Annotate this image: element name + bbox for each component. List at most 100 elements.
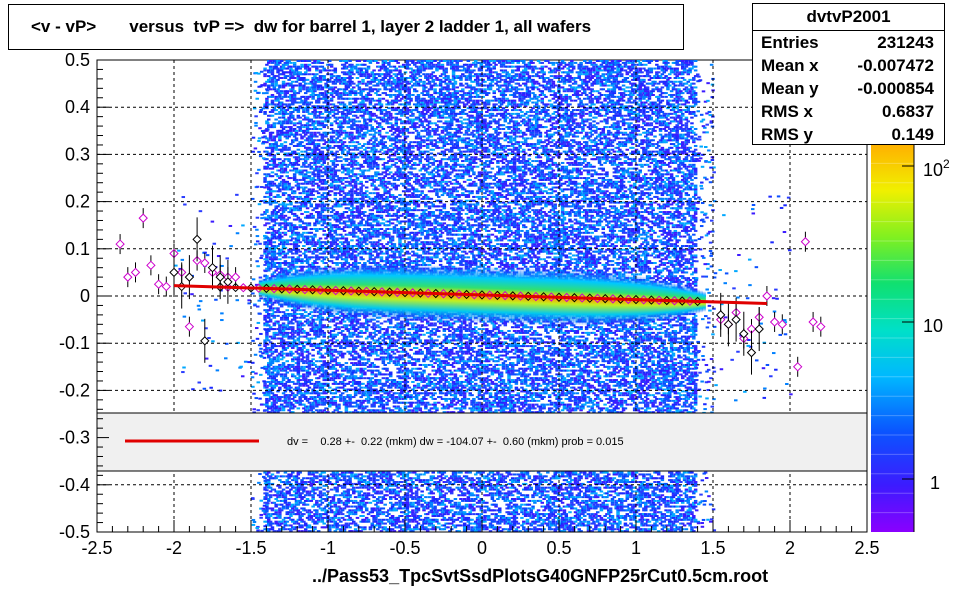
density-cell	[321, 186, 325, 188]
density-cell	[330, 124, 334, 126]
density-cell	[321, 117, 325, 119]
density-cell	[335, 243, 339, 245]
density-cell	[317, 381, 321, 383]
density-cell	[298, 379, 302, 381]
density-cell	[321, 203, 325, 205]
density-cell	[291, 115, 295, 117]
density-cell	[304, 321, 308, 323]
density-cell	[291, 364, 295, 366]
density-cell	[341, 143, 345, 145]
density-cell	[291, 373, 295, 375]
density-cell	[313, 162, 317, 164]
density-cell	[297, 360, 301, 362]
density-cell	[315, 207, 319, 209]
density-cell	[337, 317, 341, 319]
density-cell	[271, 115, 275, 117]
density-cell	[295, 251, 299, 253]
density-cell	[332, 500, 336, 502]
density-cell	[348, 375, 352, 377]
density-cell	[317, 336, 321, 338]
density-cell	[285, 507, 289, 509]
density-cell	[285, 317, 289, 319]
density-cell	[311, 355, 315, 357]
density-cell	[291, 519, 295, 521]
density-cell	[267, 377, 271, 379]
density-cell	[284, 264, 288, 266]
density-cell	[308, 481, 312, 483]
density-cell	[334, 251, 338, 253]
density-cell	[319, 349, 323, 351]
density-cell	[278, 251, 282, 253]
density-cell	[337, 102, 341, 104]
density-cell	[282, 222, 286, 224]
density-cell	[274, 506, 278, 508]
density-cell	[276, 194, 280, 196]
density-cell	[330, 234, 334, 236]
density-cell	[304, 134, 308, 136]
density-cell	[313, 526, 317, 528]
density-cell	[282, 379, 286, 381]
density-cell	[313, 222, 317, 224]
density-cell	[334, 336, 338, 338]
density-cell	[345, 239, 349, 241]
density-cell	[267, 139, 271, 141]
density-cell	[302, 239, 306, 241]
density-cell	[310, 137, 314, 139]
density-cell	[339, 345, 343, 347]
density-cell	[315, 254, 319, 256]
density-cell	[310, 166, 314, 168]
density-cell	[310, 324, 314, 326]
density-cell	[302, 407, 306, 409]
density-cell	[337, 406, 341, 408]
density-cell	[315, 406, 319, 408]
density-cell	[300, 137, 304, 139]
density-cell	[321, 502, 325, 504]
density-cell	[300, 234, 304, 236]
density-cell	[297, 332, 301, 334]
density-cell	[310, 236, 314, 238]
density-cell	[319, 313, 323, 315]
density-cell	[322, 356, 326, 358]
density-cell	[322, 409, 326, 411]
density-cell	[346, 86, 350, 88]
density-cell	[287, 498, 291, 500]
density-cell	[287, 368, 291, 370]
density-cell	[321, 373, 325, 375]
density-cell	[324, 136, 328, 138]
density-cell	[317, 185, 321, 187]
density-cell	[291, 360, 295, 362]
density-cell	[295, 309, 299, 311]
density-cell	[273, 253, 277, 255]
density-cell	[267, 400, 271, 402]
density-cell	[328, 111, 332, 113]
density-cell	[315, 475, 319, 477]
density-cell	[330, 226, 334, 228]
density-cell	[291, 141, 295, 143]
density-cell	[345, 324, 349, 326]
density-cell	[282, 73, 286, 75]
density-cell	[269, 407, 273, 409]
density-cell	[334, 186, 338, 188]
density-cell	[308, 64, 312, 66]
density-cell	[319, 128, 323, 130]
density-cell	[302, 115, 306, 117]
density-cell	[322, 492, 326, 494]
density-cell	[304, 226, 308, 228]
density-cell	[265, 151, 269, 153]
density-cell	[293, 90, 297, 92]
density-cell	[315, 489, 319, 491]
density-cell	[306, 109, 310, 111]
density-cell	[265, 404, 269, 406]
density-cell	[313, 75, 317, 77]
density-cell	[276, 75, 280, 77]
density-cell	[280, 126, 284, 128]
density-cell	[284, 119, 288, 121]
density-cell	[271, 347, 275, 349]
density-cell	[330, 179, 334, 181]
density-cell	[289, 336, 293, 338]
density-cell	[343, 222, 347, 224]
density-cell	[295, 262, 299, 264]
density-cell	[335, 345, 339, 347]
density-cell	[282, 409, 286, 411]
density-cell	[271, 260, 275, 262]
